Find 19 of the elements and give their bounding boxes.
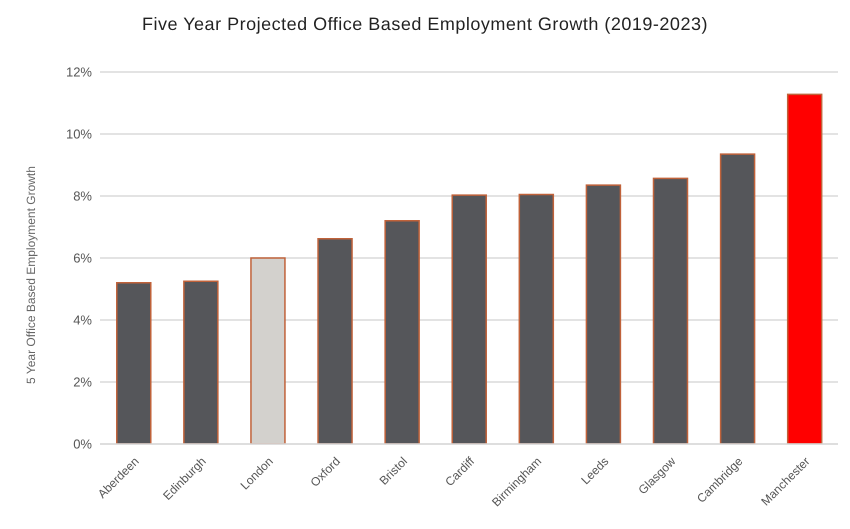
bar [786,94,822,444]
bar [116,282,152,444]
bar [518,194,554,444]
bar [652,178,688,444]
bar [451,194,487,444]
y-tick-label: 4% [73,312,92,328]
y-tick-label: 12% [66,64,92,80]
y-tick-label: 10% [66,126,92,142]
y-tick-label: 6% [73,250,92,266]
y-tick-label: 0% [73,436,92,452]
bar [586,184,622,444]
y-tick-label: 8% [73,188,92,204]
chart-title: Five Year Projected Office Based Employment Growth (2019-2023) [141,14,709,35]
y-axis-title: 5 Year Office Based Employment Growth [24,165,38,386]
bar [183,280,219,444]
bar [720,153,756,444]
y-tick-label: 2% [73,374,92,390]
bar [384,220,420,444]
bar [317,238,353,444]
